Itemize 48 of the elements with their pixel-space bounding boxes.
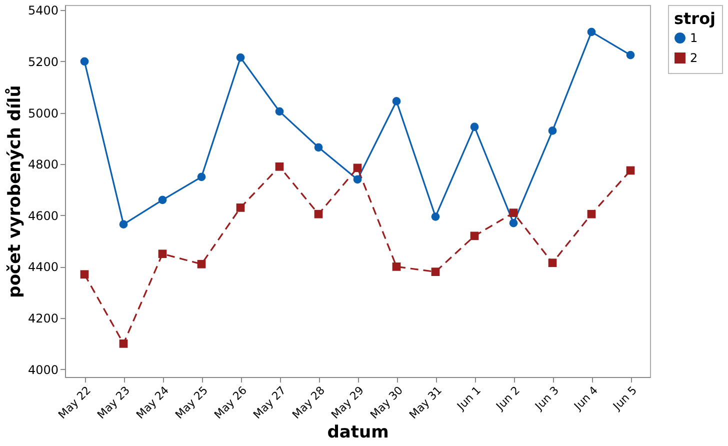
point [80,57,89,66]
point [236,53,245,62]
y-tick-label: 4400 [28,260,58,274]
y-tick-label: 4600 [28,208,58,223]
point [470,232,479,240]
y-tick-label: 5000 [28,106,58,120]
point [392,97,401,106]
point [314,210,323,218]
y-tick-label: 4200 [28,311,58,326]
point [353,164,362,172]
point [626,50,635,60]
point [509,218,518,228]
x-axis-title: datum [327,422,389,443]
point [470,122,479,132]
point [392,262,401,271]
legend-title: stroj [674,9,716,28]
legend-label: 1 [690,31,698,45]
point [431,212,440,221]
point [80,270,89,279]
point [431,268,440,276]
point [548,126,557,135]
point [626,166,635,175]
point [197,260,206,268]
point [314,143,323,152]
x-tick-label: Jun 1 [454,384,484,414]
point [158,250,167,258]
point [119,339,128,348]
x-tick-label: Jun 5 [610,384,640,414]
legend-label: 2 [690,51,698,65]
x-tick-label: Jun 4 [571,384,600,414]
y-tick-label: 5200 [28,54,58,69]
point [158,196,167,204]
point [236,203,245,212]
point [587,210,596,218]
y-tick-label: 4000 [28,362,58,377]
y-tick-label: 5400 [28,4,58,18]
point [353,175,362,184]
point [275,162,284,171]
point [509,208,518,217]
x-tick-label: Jun 3 [532,384,562,414]
y-tick-label: 4800 [28,158,58,172]
point [275,107,284,116]
y-axis-title: počet vyrobených dílů [4,85,25,298]
point [548,258,557,268]
point [587,28,596,36]
point [119,220,128,229]
x-tick-label: Jun 2 [493,384,522,414]
point [197,172,206,182]
